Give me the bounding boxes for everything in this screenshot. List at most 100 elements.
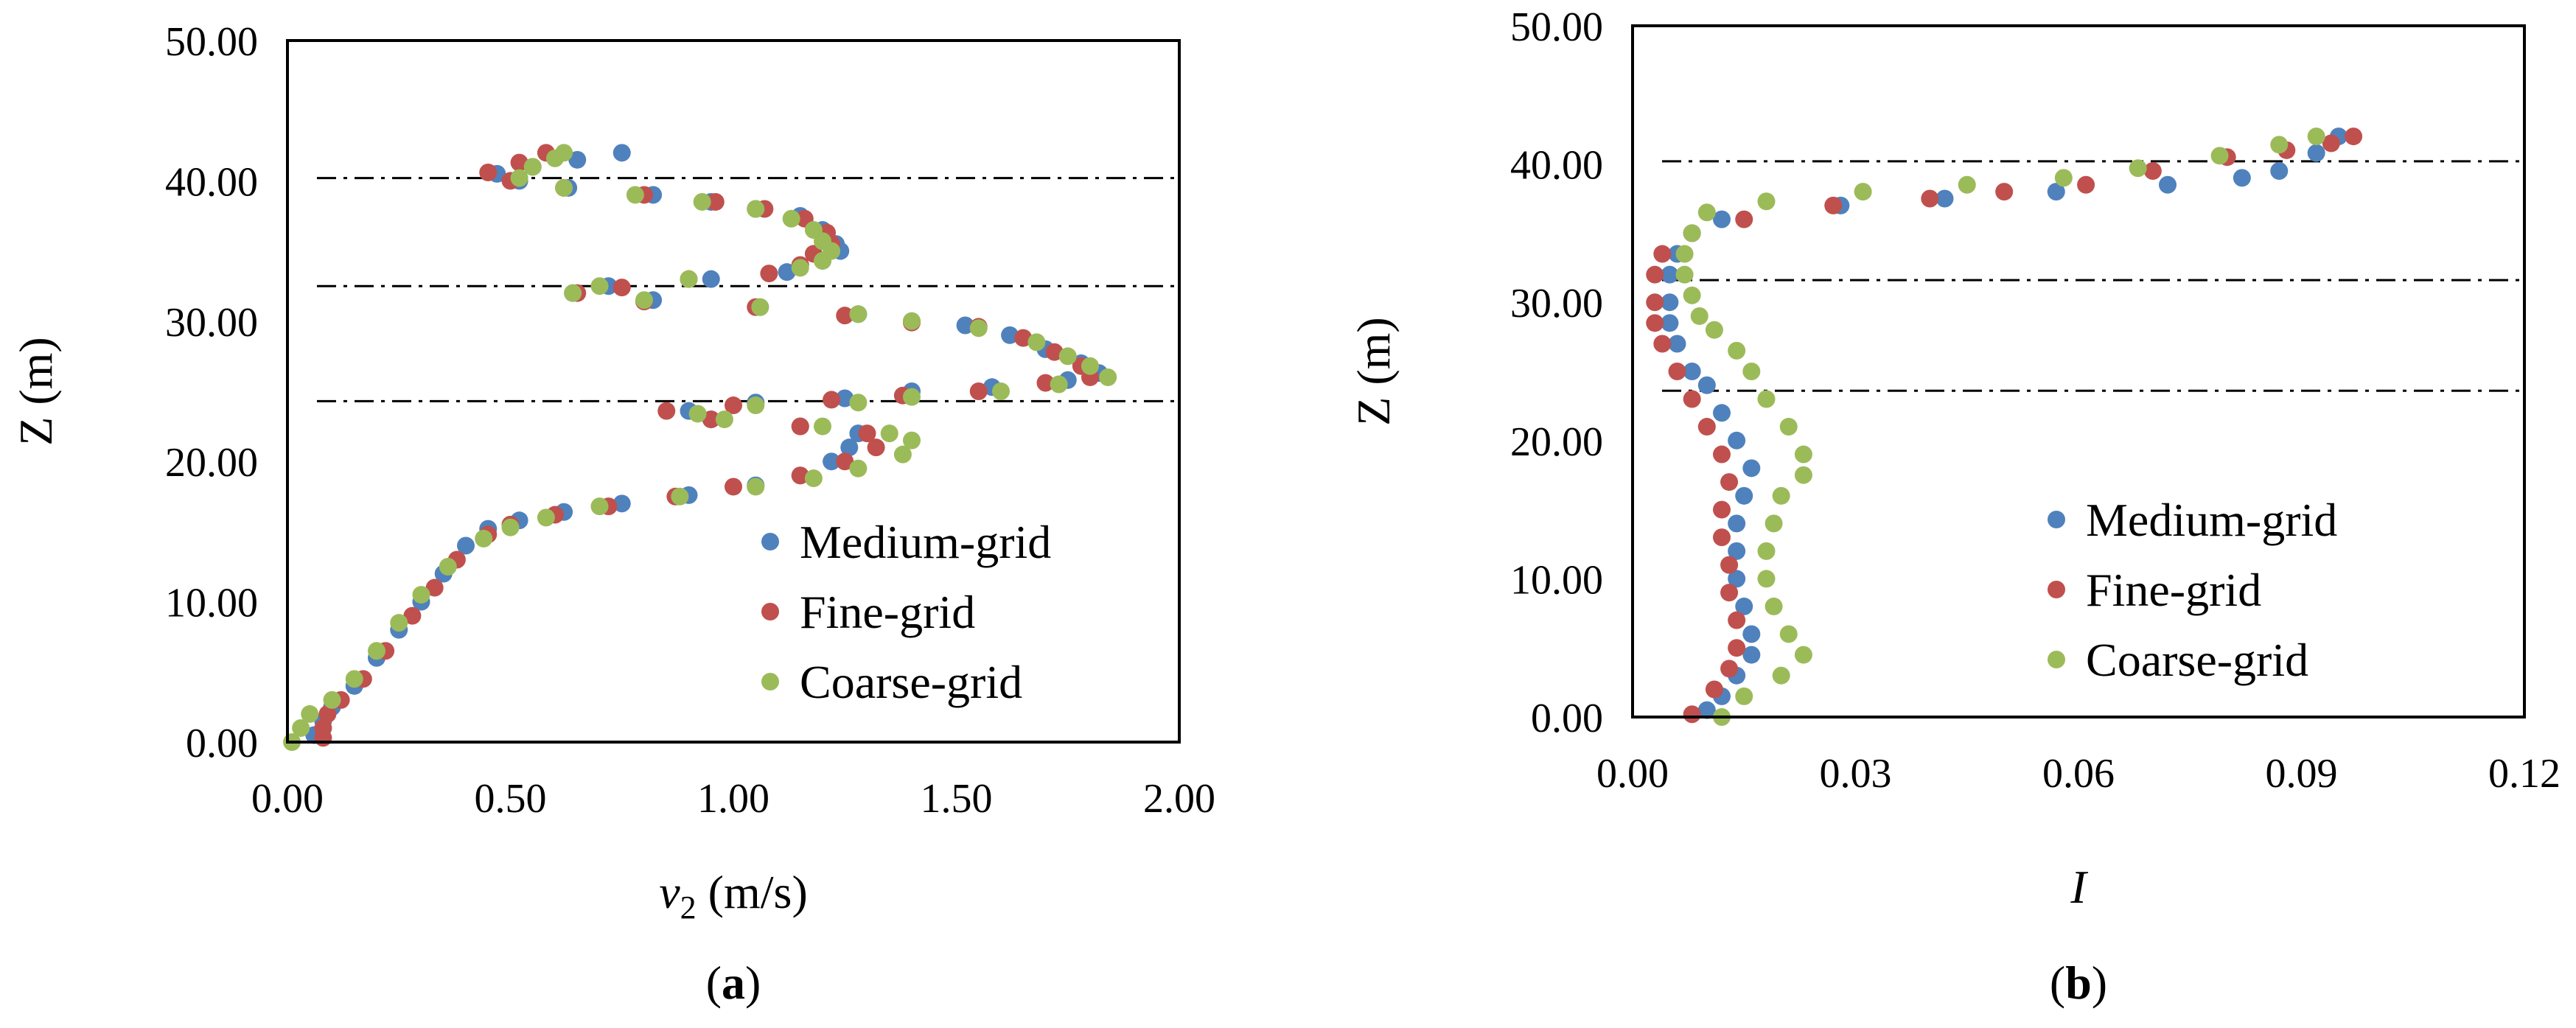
- data-point: [555, 178, 573, 197]
- legend-marker: [761, 603, 779, 620]
- panel-b-plot-frame: [1631, 24, 2526, 718]
- data-point: [390, 614, 408, 632]
- data-point: [1713, 500, 1731, 519]
- data-point: [2054, 169, 2073, 187]
- data-point: [1675, 245, 1694, 263]
- legend-label: Coarse-grid: [800, 656, 1022, 708]
- x-tick-label: 0.09: [2266, 751, 2338, 797]
- data-point: [2345, 127, 2363, 146]
- data-point: [702, 270, 720, 288]
- data-point: [867, 438, 885, 457]
- data-point: [836, 307, 854, 325]
- panel-a-x-axis-subscript: 2: [680, 889, 697, 926]
- data-point: [804, 469, 823, 488]
- data-point: [1794, 445, 1812, 464]
- data-point: [1697, 701, 1716, 719]
- series-medium-grid: [305, 144, 1109, 744]
- data-point: [1779, 418, 1798, 436]
- panel-b-letter: b: [2065, 957, 2092, 1009]
- data-point: [1728, 341, 1746, 360]
- panel-a-x-axis-label: v2 (m/s): [659, 866, 808, 926]
- data-point: [840, 438, 859, 457]
- panel-a-points: [283, 144, 1117, 751]
- data-point: [1995, 183, 2014, 201]
- data-point: [760, 265, 778, 283]
- y-tick-label: 50.00: [1510, 4, 1603, 50]
- panel-b-x-tick-labels: 0.00 0.03 0.06 0.09 0.12: [1596, 751, 2561, 797]
- panel-b-legend: Medium-grid Fine-grid Coarse-grid: [2048, 494, 2337, 686]
- data-point: [1735, 687, 1753, 705]
- data-point: [1697, 376, 1716, 394]
- data-point: [1058, 347, 1077, 366]
- data-point: [2322, 134, 2340, 153]
- data-point: [849, 459, 868, 478]
- data-point: [1794, 646, 1812, 664]
- data-point: [1014, 329, 1033, 347]
- panel-a-plot-frame: [286, 39, 1181, 744]
- data-point: [292, 718, 310, 737]
- y-tick-label: 30.00: [165, 300, 258, 346]
- data-point: [1728, 431, 1746, 450]
- data-point: [1099, 368, 1117, 386]
- data-point: [510, 153, 528, 172]
- data-point: [510, 169, 528, 187]
- data-point: [1661, 314, 1679, 332]
- data-point: [751, 298, 769, 316]
- y-tick-label: 10.00: [165, 581, 258, 626]
- legend-label: Fine-grid: [800, 586, 975, 638]
- data-point: [590, 277, 609, 296]
- data-point: [725, 396, 742, 415]
- legend-marker: [2048, 581, 2065, 598]
- data-point: [1683, 363, 1701, 380]
- data-point: [635, 291, 653, 310]
- series-coarse-grid: [283, 144, 1117, 751]
- data-point: [457, 536, 475, 555]
- y-tick-label: 20.00: [1510, 419, 1603, 465]
- data-point: [1653, 245, 1672, 263]
- data-point: [1757, 542, 1776, 560]
- data-point: [1683, 390, 1701, 408]
- data-point: [1720, 473, 1739, 492]
- data-point: [1742, 363, 1761, 380]
- panel-a-legend: Medium-grid Fine-grid Coarse-grid: [761, 516, 1051, 708]
- data-point: [1742, 625, 1761, 643]
- data-point: [537, 508, 555, 527]
- data-point: [1824, 196, 1843, 214]
- data-point: [301, 704, 319, 723]
- data-point: [1720, 584, 1739, 602]
- y-tick-label: 20.00: [165, 440, 258, 486]
- data-point: [782, 209, 800, 228]
- data-point: [403, 606, 422, 625]
- data-point: [1675, 265, 1694, 284]
- data-point: [1735, 486, 1753, 505]
- y-tick-label: 10.00: [1510, 557, 1603, 603]
- data-point: [1045, 343, 1064, 361]
- x-tick-label: 0.03: [1820, 751, 1892, 797]
- data-point: [849, 394, 868, 412]
- data-point: [1668, 363, 1686, 380]
- data-point: [956, 316, 974, 335]
- data-point: [612, 144, 631, 162]
- data-point: [1772, 486, 1790, 505]
- data-point: [2307, 127, 2325, 146]
- data-point: [1661, 293, 1679, 312]
- data-point: [345, 670, 363, 688]
- panel-b-label: (b): [2050, 957, 2107, 1009]
- x-tick-label: 0.00: [1596, 751, 1669, 797]
- legend-marker: [2048, 511, 2065, 528]
- panel-a-label: (a): [706, 957, 761, 1009]
- data-point: [849, 305, 868, 324]
- data-point: [791, 466, 809, 485]
- data-point: [1757, 192, 1776, 211]
- data-point: [706, 192, 725, 211]
- panel-a-x-axis-symbol: v: [659, 866, 680, 918]
- data-point: [1661, 265, 1679, 284]
- data-point: [1705, 321, 1723, 339]
- data-point: [1728, 542, 1746, 560]
- data-point: [1772, 666, 1790, 685]
- data-point: [680, 270, 698, 288]
- data-point: [1713, 404, 1731, 422]
- panel-a: 0.00 10.00 20.00 30.00 40.00 50.00 0.00 0.50 1.…: [10, 19, 1215, 1009]
- legend-label: Fine-grid: [2086, 564, 2261, 616]
